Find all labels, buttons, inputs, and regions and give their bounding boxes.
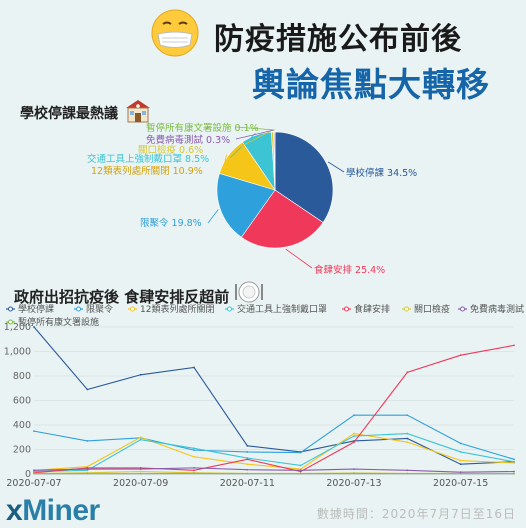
data-period-note: 數據時間：2020年7月7日至16日 [317,505,516,522]
title-block: 防疫措施公布前後 輿論焦點大轉移 [0,0,526,100]
x-tick-label-0: 2020-07-07 [6,478,61,489]
series-point-1-6 [353,414,355,416]
series-point-6-5 [300,469,302,471]
series-point-6-9 [513,471,515,473]
legend-marker-4 [345,307,349,311]
series-point-6-8 [460,471,462,473]
series-point-6-4 [246,469,248,471]
series-point-1-0 [33,430,35,432]
legend-label-3: 交通工具上強制戴口罩 [237,303,327,315]
series-point-3-2 [140,439,142,441]
y-tick-label-4: 800 [13,371,31,382]
series-point-2-3 [193,456,195,458]
series-point-4-9 [513,344,515,346]
pie-label-7: 暫停所有康文署設施 0.1% [146,122,259,134]
x-tick-label-1: 2020-07-09 [113,478,168,489]
pie-leader-0 [328,162,344,172]
legend-label-1: 限聚令 [86,303,113,315]
xminer-logo: xMiner [6,494,100,528]
series-point-1-5 [300,452,302,454]
series-point-1-8 [460,442,462,444]
legend-label-4: 食肆安排 [354,303,390,315]
series-point-4-4 [246,458,248,460]
y-tick-label-5: 1,000 [4,347,31,358]
legend-marker-0 [9,307,13,311]
series-point-0-1 [86,389,88,391]
series-point-1-7 [406,414,408,416]
line-chart: 學校停課 限聚令 12類表列處所關閉 交通工具上強制戴口罩 食肆安排 關口檢疫 免費病毒測試… [0,300,526,500]
series-line-1 [34,415,514,459]
y-tick-label-2: 400 [13,420,31,431]
legend-marker-5 [405,307,409,311]
series-point-0-8 [460,463,462,465]
series-point-4-8 [460,354,462,356]
face-with-mask-icon [150,8,200,58]
series-point-6-6 [353,468,355,470]
series-point-6-7 [406,469,408,471]
pie-label-3: 12類表列處所關閉 10.9% [91,165,203,177]
legend-marker-6 [461,307,465,311]
x-tick-label-2: 2020-07-11 [220,478,275,489]
series-point-3-3 [193,447,195,449]
series-point-4-7 [406,371,408,373]
series-point-2-8 [460,460,462,462]
title-line-2: 輿論焦點大轉移 [252,58,490,106]
series-point-4-3 [193,469,195,471]
series-point-4-6 [353,441,355,443]
x-tick-label-3: 2020-07-13 [326,478,381,489]
legend-label-0: 學校停課 [18,303,54,315]
series-point-2-2 [140,436,142,438]
x-tick-label-4: 2020-07-15 [433,478,488,489]
series-point-1-1 [86,440,88,442]
legend-marker-1 [77,307,81,311]
y-tick-label-6: 1,200 [4,322,31,333]
series-point-6-0 [33,469,35,471]
series-point-6-1 [86,468,88,470]
series-line-6 [34,468,514,472]
legend-label-5: 關口檢疫 [414,303,450,315]
series-point-6-3 [193,467,195,469]
series-point-0-2 [140,374,142,376]
logo-x: x [6,494,22,527]
series-point-5-2 [140,471,142,473]
pie-leader-2 [208,210,218,223]
series-point-3-5 [300,465,302,467]
series-point-0-3 [193,367,195,369]
series-point-3-7 [406,433,408,435]
series-point-0-0 [33,326,35,328]
series-point-2-4 [246,463,248,465]
series-point-1-3 [193,449,195,451]
series-point-3-6 [353,435,355,437]
y-tick-label-3: 600 [13,396,31,407]
legend-label-6: 免費病毒測試 [470,303,524,315]
pie-label-0: 學校停課 34.5% [346,167,417,179]
legend-label-2: 12類表列處所關閉 [140,303,214,315]
series-point-2-7 [406,441,408,443]
series-point-3-8 [460,451,462,453]
series-point-1-4 [246,451,248,453]
pie-leader-1 [286,249,312,268]
series-point-0-7 [406,438,408,440]
series-point-3-9 [513,461,515,463]
legend-marker-2 [131,307,135,311]
pie-label-1: 食肆安排 25.4% [314,264,385,276]
series-point-2-6 [353,433,355,435]
logo-rest: Miner [22,494,100,527]
series-point-0-4 [246,445,248,447]
legend-marker-3 [228,307,232,311]
pie-chart: 學校停課 34.5% 食肆安排 25.4% 限聚令 19.8% 12類表列處所關閉 1… [0,100,526,280]
pie-label-2: 限聚令 19.8% [140,217,202,229]
series-point-1-9 [513,458,515,460]
series-line-0 [34,327,514,464]
title-line-1: 防疫措施公布前後 [214,14,462,58]
series-point-6-2 [140,468,142,470]
pie-label-6: 免費病毒測試 0.3% [146,134,230,146]
y-tick-label-1: 200 [13,445,31,456]
